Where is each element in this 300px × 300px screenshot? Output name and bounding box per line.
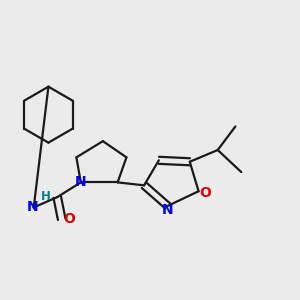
Text: N: N (75, 176, 87, 189)
Text: N: N (26, 200, 38, 214)
Text: O: O (199, 186, 211, 200)
Text: N: N (162, 203, 173, 218)
Text: O: O (63, 212, 75, 226)
Text: H: H (40, 190, 50, 203)
